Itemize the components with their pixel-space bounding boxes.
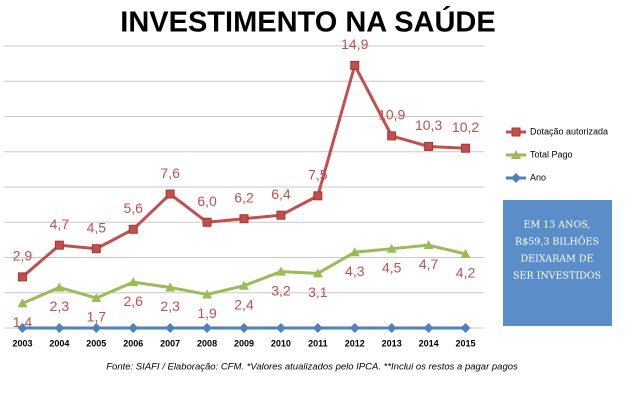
marker [17, 323, 28, 333]
data-label: 4,5 [87, 219, 107, 235]
data-label: 7,6 [160, 165, 180, 181]
marker [423, 323, 434, 333]
data-label: 2,3 [50, 298, 70, 314]
x-tick-label: 2008 [197, 338, 217, 348]
marker [91, 323, 102, 333]
marker [313, 191, 323, 201]
series-line [21, 61, 466, 279]
marker [54, 323, 65, 333]
data-label: 14,9 [341, 36, 368, 52]
marker [460, 248, 471, 258]
marker [128, 277, 139, 287]
data-label: 10,9 [378, 107, 405, 123]
marker [202, 289, 213, 299]
marker [91, 293, 102, 303]
callout-box [503, 200, 612, 326]
data-label: 10,2 [452, 119, 479, 135]
marker [349, 247, 360, 257]
marker [54, 282, 65, 292]
x-tick-label: 2006 [123, 338, 143, 348]
marker [239, 323, 249, 333]
x-tick-label: 2013 [382, 338, 402, 348]
marker [386, 243, 397, 253]
callout-text: R$59,3 BILHÕES [515, 236, 599, 248]
marker [387, 131, 397, 141]
marker [275, 323, 286, 333]
x-tick-label: 2011 [308, 338, 328, 348]
x-tick-label: 2015 [456, 338, 476, 348]
marker [128, 224, 138, 234]
marker [386, 323, 397, 333]
data-label: 6,4 [271, 186, 291, 202]
marker [165, 323, 176, 333]
marker [511, 173, 521, 183]
marker [91, 244, 101, 254]
x-tick-label: 2005 [86, 338, 106, 348]
marker [511, 150, 521, 159]
marker [275, 266, 286, 276]
marker [511, 127, 521, 137]
data-label: 4,3 [345, 263, 365, 279]
x-tick-label: 2009 [234, 338, 254, 348]
data-label: 4,7 [419, 256, 439, 272]
marker [423, 240, 434, 250]
marker [239, 280, 249, 290]
x-tick-label: 2012 [345, 338, 365, 348]
marker [165, 282, 176, 292]
marker [17, 272, 27, 282]
data-label: 4,5 [382, 259, 402, 275]
marker [349, 323, 360, 333]
marker [460, 323, 471, 333]
data-label: 2,3 [160, 298, 180, 314]
data-label: 5,6 [123, 200, 143, 216]
x-tick-label: 2010 [271, 338, 291, 348]
data-label: 7,5 [308, 167, 328, 183]
marker [17, 298, 28, 308]
x-tick-label: 2014 [419, 338, 439, 348]
data-label: 4,2 [456, 265, 476, 281]
callout-text: EM 13 ANOS, [524, 220, 591, 231]
data-label: 3,2 [271, 282, 291, 298]
marker [54, 240, 64, 250]
data-label: 2,4 [234, 296, 254, 312]
marker [165, 189, 175, 199]
marker [312, 323, 323, 333]
data-label: 2,9 [13, 248, 33, 264]
data-label: 1,4 [13, 314, 33, 330]
marker [128, 323, 139, 333]
marker [239, 214, 249, 224]
callout-text: SER INVESTIDOS [513, 271, 601, 282]
marker [276, 210, 286, 220]
data-label: 10,3 [415, 117, 442, 133]
marker [350, 60, 360, 70]
data-label: 6,2 [234, 189, 254, 205]
data-label: 2,6 [123, 293, 143, 309]
data-label: 6,0 [197, 193, 217, 209]
x-tick-label: 2007 [160, 338, 180, 348]
data-label: 4,7 [50, 216, 70, 232]
data-label: 1,7 [87, 309, 107, 325]
legend-label: Total Pago [530, 149, 573, 159]
callout-text: DEIXARAM DE [521, 254, 594, 265]
x-tick-label: 2003 [12, 338, 32, 348]
marker [202, 217, 212, 227]
marker [424, 141, 434, 151]
data-label: 3,1 [308, 284, 328, 300]
footnote: Fonte: SIAFI / Elaboração: CFM. *Valores… [106, 362, 518, 373]
chart-title: INVESTIMENTO NA SAÚDE [120, 5, 495, 39]
marker [461, 143, 471, 153]
legend-label: Dotação autorizada [530, 126, 608, 136]
marker [202, 323, 213, 333]
x-tick-label: 2004 [49, 338, 69, 348]
marker [312, 268, 323, 278]
data-label: 1,9 [197, 305, 217, 321]
legend-label: Ano [530, 172, 546, 182]
